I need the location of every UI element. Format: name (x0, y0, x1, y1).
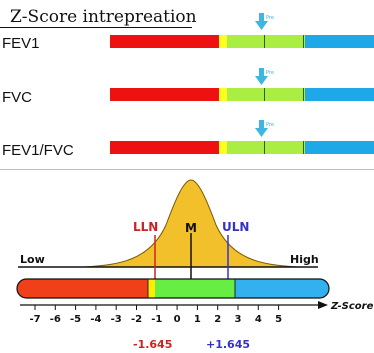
zbar-blue-segment (305, 141, 374, 154)
zbar-red-segment (110, 88, 219, 101)
scale-outline (16, 278, 330, 299)
z-axis-tick-label: -6 (50, 314, 61, 325)
mean-label: M (185, 221, 197, 235)
bell-curve (83, 179, 299, 268)
title-underline (0, 27, 192, 28)
z-axis-tick-label: 4 (255, 314, 262, 325)
zbar-tick (264, 141, 265, 154)
scale-yellow-segment (148, 279, 155, 298)
scale-red-segment (17, 279, 148, 298)
zbar-tick (264, 88, 265, 101)
z-score-normal-distribution-diagram: LLN M ULN Low High Z-Score -7 -6 -5 -4 -3 -2-… (16, 179, 374, 351)
panel-title: Z-Score intrepreation (10, 7, 197, 27)
scale-blue-segment (235, 279, 329, 298)
lln-value: -1.645 (133, 338, 172, 351)
zbar-green-segment (227, 88, 305, 101)
zbar-green-segment (227, 35, 305, 48)
pre-marker-label: Pre (266, 122, 274, 128)
z-score-scale-bar (17, 279, 329, 298)
z-score-interpretation-panel: Z-Score intrepreation FEV1 Pre FVC Pre F… (0, 0, 374, 170)
zbar-fvc (110, 88, 374, 101)
pre-marker-icon: Pre (255, 120, 274, 137)
zbar-tick (303, 88, 304, 101)
z-axis-tick-label: -4 (90, 314, 101, 325)
z-axis-tick-label: -5 (70, 314, 81, 325)
zbar-green-segment (227, 141, 305, 154)
z-axis-tick-label: 3 (235, 314, 242, 325)
lln-label: LLN (133, 220, 158, 234)
z-axis-tick-label: 5 (275, 314, 282, 325)
z-axis-tick-label: -1 (151, 314, 162, 325)
zbar-red-segment (110, 141, 219, 154)
z-axis-tick-label: 0 (174, 314, 181, 325)
zbar-tick (303, 141, 304, 154)
z-axis-tick-label: -3 (111, 314, 122, 325)
z-axis-ticks: -7 -6 -5 -4 -3 -2 -1 0 1 2 3 4 5 (29, 305, 282, 325)
z-axis-tick-label: 2 (214, 314, 221, 325)
pre-marker-label: Pre (266, 15, 274, 21)
pre-marker-icon: Pre (255, 68, 274, 85)
zbar-red-segment (110, 35, 219, 48)
zbar-yellow-segment (219, 35, 227, 48)
z-axis-label: Z-Score (330, 301, 374, 312)
zbar-blue-segment (305, 35, 374, 48)
z-axis-arrowhead (318, 301, 328, 309)
z-axis-tick-label: 1 (194, 314, 201, 325)
zbar-yellow-segment (219, 88, 227, 101)
zbar-fev1-fvc (110, 141, 374, 154)
zbar-tick (264, 35, 265, 48)
high-label: High (290, 253, 319, 266)
scale-green-segment (155, 279, 235, 298)
low-label: Low (20, 253, 45, 266)
zbar-fev1 (110, 35, 374, 48)
uln-value: +1.645 (206, 338, 250, 351)
zbar-tick (303, 35, 304, 48)
z-axis-tick-label: -2 (131, 314, 142, 325)
row-label-fvc: FVC (2, 89, 32, 106)
pre-marker-icon: Pre (255, 13, 274, 30)
row-label-fev1-fvc: FEV1/FVC (2, 142, 74, 159)
zbar-yellow-segment (219, 141, 227, 154)
z-axis-tick-label: -7 (29, 314, 40, 325)
uln-label: ULN (222, 220, 249, 234)
row-label-fev1: FEV1 (2, 35, 40, 52)
zbar-blue-segment (305, 88, 374, 101)
pre-marker-label: Pre (266, 70, 274, 76)
